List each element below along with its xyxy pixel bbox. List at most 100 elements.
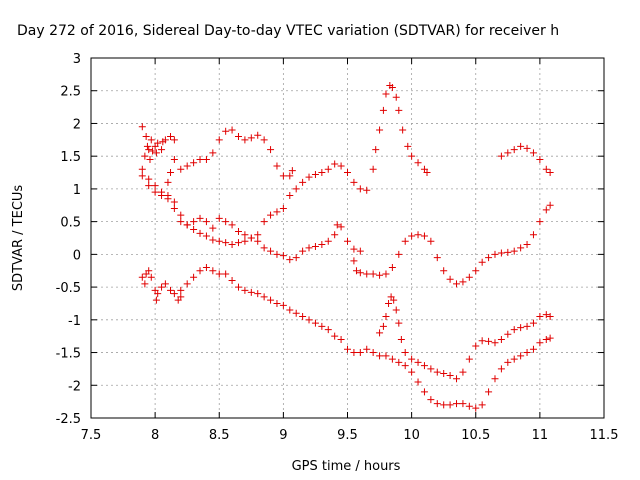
tick-layer: 7.5 8 8.5 9 9.5 10 10.5 11 11.5-2.5-2-1.5-1-0.50… [56,52,619,443]
data-point [318,169,326,177]
data-point [517,324,525,332]
data-point [333,221,341,229]
data-point [273,208,281,216]
data-point [446,401,454,409]
data-point [356,349,364,357]
data-point [222,270,230,278]
data-point [177,293,185,301]
series-8 [497,142,554,177]
data-point [267,296,275,304]
data-point [388,263,396,271]
data-point [369,349,377,357]
data-point [324,165,332,173]
data-point [392,93,400,101]
data-point [299,247,307,255]
data-point [177,286,185,294]
data-point [485,337,493,345]
data-point [147,136,155,144]
y-tick-label: 2.5 [60,85,81,100]
data-point [170,155,178,163]
data-point [183,162,191,170]
x-tick-label: 8.5 [209,428,230,443]
data-point [392,306,400,314]
data-point [379,322,387,330]
data-point [440,369,448,377]
data-point [286,306,294,314]
data-point [536,313,544,321]
data-point [145,267,153,275]
data-point [311,319,319,327]
data-point [517,142,525,150]
data-point [453,400,461,408]
data-point [292,309,300,317]
data-point [247,288,255,296]
data-point [260,136,268,144]
data-point [465,273,473,281]
y-tick-label: 0.5 [60,216,81,231]
data-point [517,244,525,252]
data-point [529,345,537,353]
data-point [510,355,518,363]
data-point [478,258,486,266]
data-point [376,271,384,279]
data-point [523,322,531,330]
y-tick-label: -0.5 [56,281,81,296]
data-point [254,231,262,239]
data-point [311,171,319,179]
data-point [177,211,185,219]
data-point [311,243,319,251]
data-point [142,133,150,141]
data-point [331,231,339,239]
data-point [324,326,332,334]
data-point [167,169,175,177]
data-point [369,270,377,278]
data-point [546,201,554,209]
data-point [159,138,167,146]
y-tick-label: -1 [68,314,81,329]
data-point [273,250,281,258]
data-point [152,149,160,157]
data-point [420,362,428,370]
data-point [459,278,467,286]
data-point [161,280,169,288]
data-point [267,247,275,255]
data-point [459,368,467,376]
data-point [382,313,390,321]
data-point [399,126,407,134]
data-point [529,319,537,327]
data-point [517,352,525,360]
x-tick-label: 10 [403,428,420,443]
data-point [196,155,204,163]
data-point [408,355,416,363]
y-tick-label: 1 [73,183,81,198]
data-point [254,290,262,298]
x-tick-label: 10.5 [461,428,490,443]
data-point [234,227,242,235]
data-point [152,296,160,304]
data-point [228,126,236,134]
data-point [510,326,518,334]
x-tick-label: 11 [532,428,549,443]
data-point [324,237,332,245]
data-point [138,172,146,180]
data-point [215,214,223,222]
data-point [183,221,191,229]
y-tick-label: 3 [73,52,81,67]
data-point [529,231,537,239]
data-point [286,172,294,180]
data-point [147,273,155,281]
data-point [372,146,380,154]
data-point [433,254,441,262]
data-point [459,400,467,408]
data-point [222,218,230,226]
data-point [395,319,403,327]
data-point [542,311,550,319]
data-point [241,286,249,294]
data-point [510,146,518,154]
data-point [390,296,398,304]
data-point [164,178,172,186]
data-point [145,146,153,154]
data-point [145,182,153,190]
data-point [446,371,454,379]
data-point [491,339,499,347]
